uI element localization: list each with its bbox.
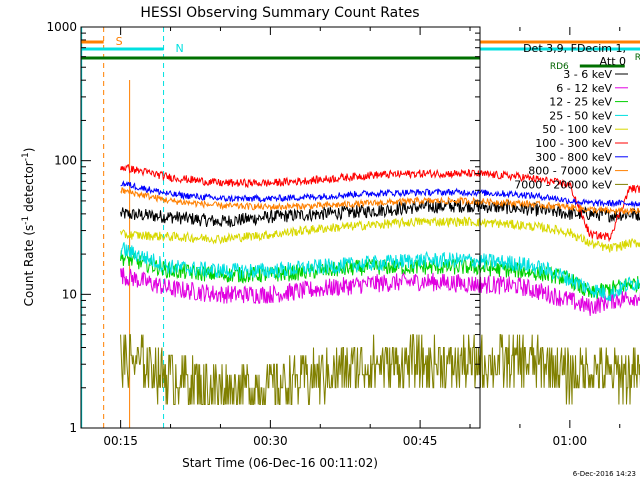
legend-entry-label: 6 - 12 keV bbox=[556, 82, 612, 95]
legend-entry-label: 12 - 25 keV bbox=[549, 96, 612, 109]
y-tick-label: 1 bbox=[69, 421, 77, 435]
legend-entry-label: 25 - 50 keV bbox=[549, 109, 612, 122]
y-label-part: ) bbox=[22, 148, 36, 153]
footer-date: 6-Dec-2016 14:23 bbox=[573, 470, 636, 478]
y-tick-label: 100 bbox=[54, 154, 77, 168]
series-line bbox=[120, 334, 640, 405]
x-tick-label: 00:15 bbox=[103, 434, 138, 448]
legend-entry-label: 300 - 800 keV bbox=[535, 151, 612, 164]
series-line bbox=[120, 198, 640, 228]
plot-area: SNRD0RD6 00:1500:3000:4501:0001:1501:300… bbox=[46, 20, 640, 448]
series-lines bbox=[120, 163, 640, 405]
legend-entry-label: 7000 - 20000 keV bbox=[514, 178, 612, 191]
y-label-sup: -1 bbox=[21, 152, 31, 161]
x-axis-label: Start Time (06-Dec-16 00:11:02) bbox=[182, 456, 378, 470]
y-axis-label: Count Rate (s-1 detector-1) bbox=[21, 148, 36, 307]
annotation-label: RD0 bbox=[635, 53, 640, 63]
x-tick-label: 01:00 bbox=[553, 434, 588, 448]
y-tick-label: 10 bbox=[62, 287, 77, 301]
series-line bbox=[120, 250, 640, 300]
legend-entry-label: 3 - 6 keV bbox=[563, 68, 612, 81]
event-marks: S N RD0 RD6 bbox=[81, 27, 640, 428]
series-line bbox=[120, 187, 640, 216]
axes: 00:1500:3000:4501:0001:1501:3001:4511010… bbox=[46, 20, 621, 448]
x-tick-label: 00:45 bbox=[403, 434, 438, 448]
series-line bbox=[120, 180, 640, 209]
legend-header-line: Det 3,9, FDecim 1, bbox=[523, 42, 626, 55]
x-tick-label: 00:30 bbox=[253, 434, 288, 448]
legend-header-line: Att 0 bbox=[600, 55, 626, 68]
series-line bbox=[120, 163, 640, 243]
series-line bbox=[120, 267, 640, 316]
annotation-label: RD6 bbox=[550, 62, 569, 72]
y-label-sup: -1 bbox=[21, 216, 31, 225]
annotation-label: N bbox=[176, 42, 184, 55]
y-tick-label: 1000 bbox=[46, 20, 77, 34]
y-label-part: Count Rate (s bbox=[22, 225, 36, 307]
y-label-part: detector bbox=[22, 161, 36, 216]
plot-frame bbox=[80, 26, 481, 429]
legend-entry-label: 100 - 300 keV bbox=[535, 137, 612, 150]
series-line bbox=[120, 242, 640, 302]
legend-entry-label: 50 - 100 keV bbox=[542, 123, 612, 136]
legend-entry-label: 800 - 7000 keV bbox=[528, 165, 612, 178]
series-line bbox=[120, 216, 640, 253]
chart-title: HESSI Observing Summary Count Rates bbox=[140, 5, 419, 21]
annotation-label: S bbox=[116, 35, 123, 48]
